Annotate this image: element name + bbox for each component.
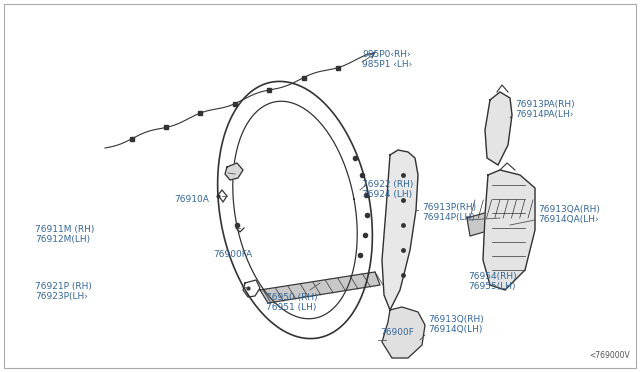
Text: 76900F: 76900F xyxy=(380,328,414,337)
Polygon shape xyxy=(467,200,532,236)
Text: 76954(RH)
76955(LH): 76954(RH) 76955(LH) xyxy=(468,272,516,291)
Text: 76913P(RH)
76914P(LH): 76913P(RH) 76914P(LH) xyxy=(422,203,476,222)
Polygon shape xyxy=(382,307,425,358)
Polygon shape xyxy=(485,92,512,165)
Text: 985P0‹RH›
985P1 ‹LH›: 985P0‹RH› 985P1 ‹LH› xyxy=(362,50,412,70)
Text: 76900FA: 76900FA xyxy=(213,250,252,259)
Text: 76913QA(RH)
76914QA(LH›: 76913QA(RH) 76914QA(LH› xyxy=(538,205,600,224)
Text: 76913PA(RH)
76914PA(LH›: 76913PA(RH) 76914PA(LH› xyxy=(515,100,575,119)
Text: 76921P (RH)
76923P(LH›: 76921P (RH) 76923P(LH› xyxy=(35,282,92,301)
Polygon shape xyxy=(260,272,380,303)
Text: 76950 (RH)
76951 (LH): 76950 (RH) 76951 (LH) xyxy=(266,293,317,312)
Text: <769000V: <769000V xyxy=(589,351,630,360)
Text: 76922 (RH)
76924 (LH): 76922 (RH) 76924 (LH) xyxy=(362,180,413,199)
Polygon shape xyxy=(483,170,535,290)
Text: 76910A: 76910A xyxy=(174,195,209,204)
Text: 76913Q(RH)
76914Q(LH): 76913Q(RH) 76914Q(LH) xyxy=(428,315,484,334)
Polygon shape xyxy=(225,163,243,180)
Text: 76911M (RH)
76912M(LH): 76911M (RH) 76912M(LH) xyxy=(35,225,94,244)
Polygon shape xyxy=(382,150,418,310)
